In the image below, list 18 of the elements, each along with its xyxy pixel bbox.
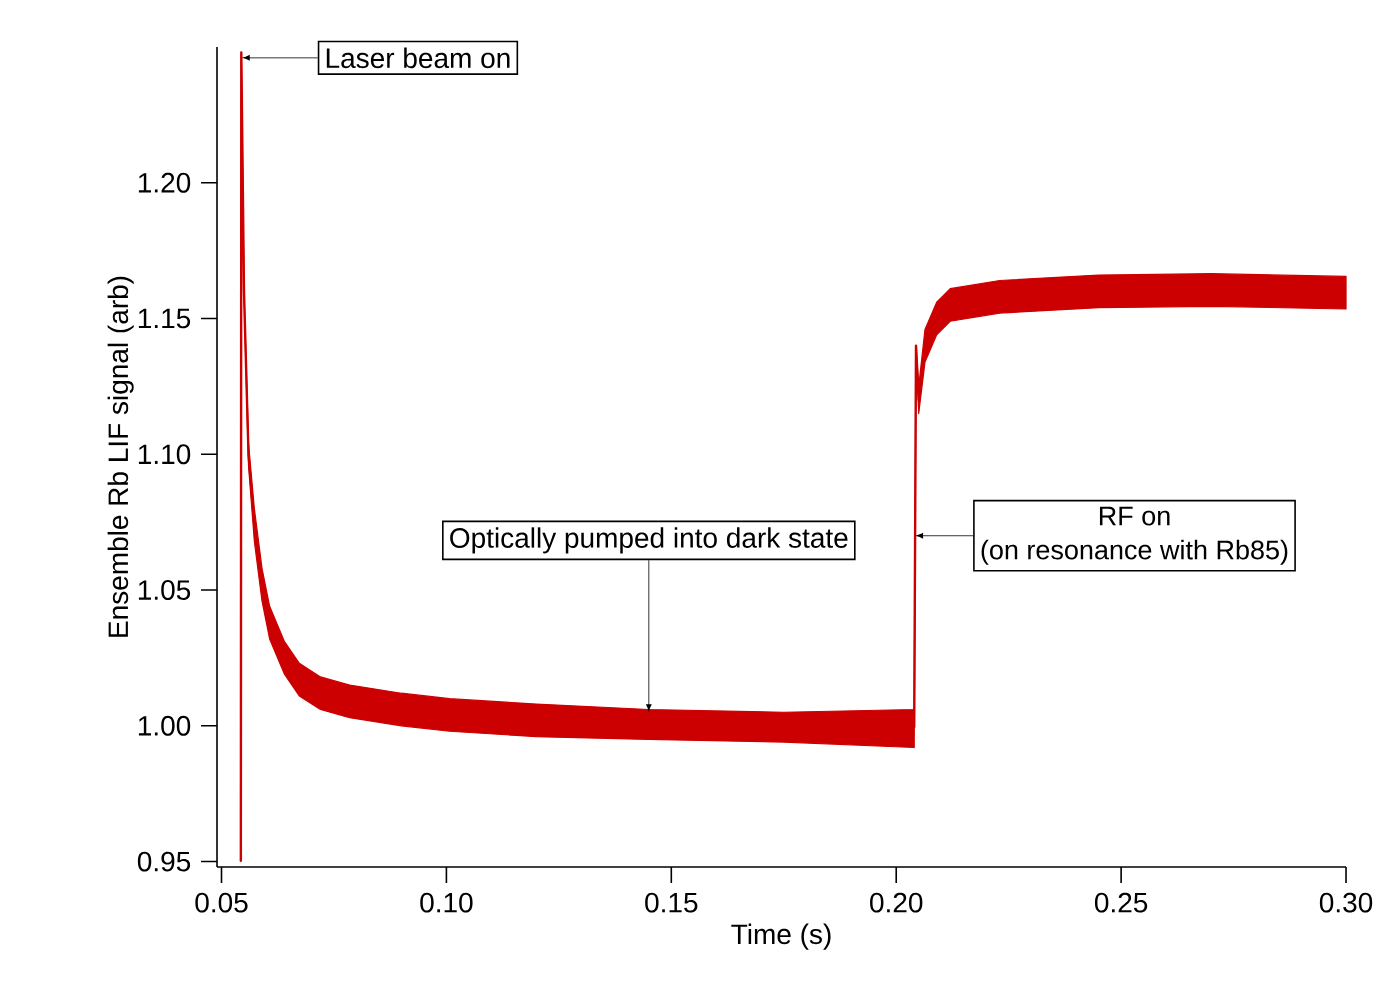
y-tick-label: 1.20	[138, 172, 191, 193]
x-tick-label: 0.25	[1094, 892, 1148, 913]
x-tick-label: 0.20	[870, 892, 923, 913]
x-tick-label: 0.05	[195, 892, 248, 913]
x-axis-title: Time (s)	[731, 923, 831, 950]
x-tick-label: 0.15	[645, 892, 698, 913]
y-tick-label: 1.05	[138, 580, 191, 600]
y-tick-label: 1.15	[138, 308, 191, 329]
y-tick-label: 1.00	[138, 715, 191, 736]
x-tick-label: 0.30	[1319, 892, 1373, 913]
y-tick-label: 1.10	[138, 444, 191, 465]
annotation: Laser beam on	[326, 47, 510, 69]
annotation: (on resonance with Rb85)	[981, 539, 1288, 565]
annotation: RF on	[1099, 506, 1170, 526]
annotation: Optically pumped into dark state	[450, 527, 848, 554]
y-tick-label: 0.95	[137, 851, 191, 872]
y-axis-title: Ensemble Rb LIF signal (arb)	[107, 276, 134, 637]
x-tick-label: 0.10	[420, 892, 473, 913]
